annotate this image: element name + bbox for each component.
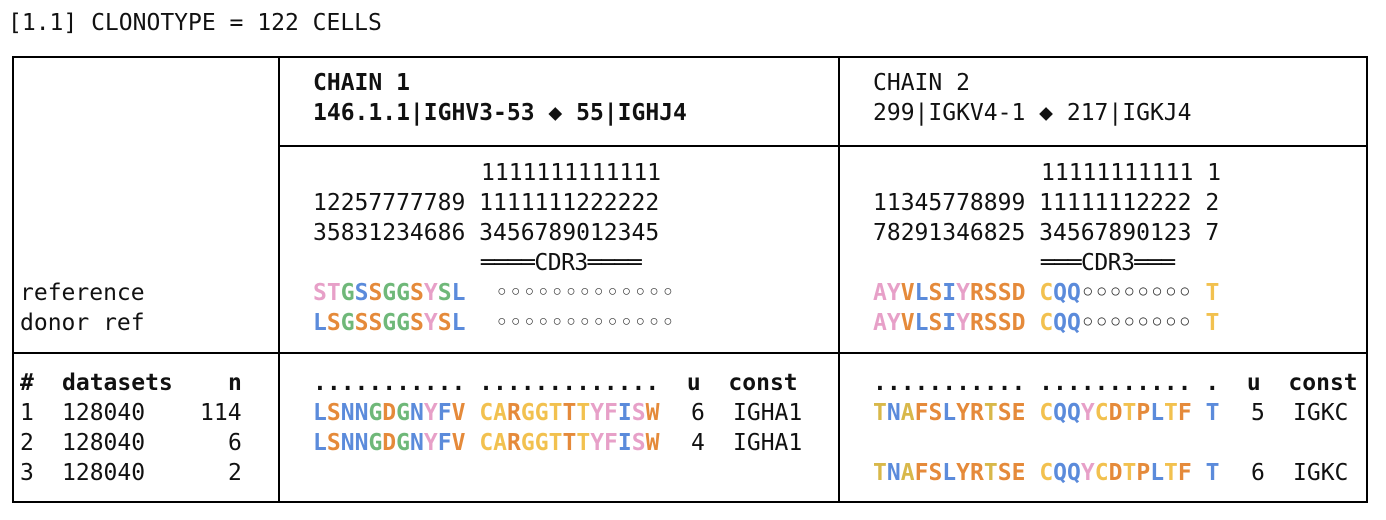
chain2-header: CHAIN 2 xyxy=(873,70,970,96)
col-header-datasets: datasets xyxy=(62,370,173,396)
chain2-row3-u: 6 xyxy=(1251,460,1265,486)
chain2-row1-u: 5 xyxy=(1251,400,1265,426)
chain1-cdr3-marker: ════CDR3════ xyxy=(481,250,642,276)
chain1-reference-seq: STGSSGGSYSL xyxy=(313,280,466,306)
chain2-cols-header: ........... ........... . u const xyxy=(873,370,1358,396)
clonotype-table xyxy=(12,56,1368,503)
column-divider-1 xyxy=(278,58,280,501)
chain1-donor-dots: ◦◦◦◦◦◦◦◦◦◦◦◦◦ xyxy=(481,310,675,336)
donor-ref-label: donor ref xyxy=(20,310,145,336)
col-header-n: n xyxy=(228,370,242,396)
row-dataset: 128040 xyxy=(62,430,146,456)
chain2-reference-seq: AYVLSIYRSSD CQQ◦◦◦◦◦◦◦◦ T xyxy=(873,280,1220,306)
row-num: 3 xyxy=(20,460,34,486)
chain1-pos-row-1: 1111111111111 xyxy=(481,160,662,186)
header-divider xyxy=(278,145,1366,147)
chain1-row2-u: 4 xyxy=(691,430,705,456)
chain2-pos-row-2: 11345778899 11111112222 2 xyxy=(873,190,1220,216)
chain2-row1-const: IGKC xyxy=(1293,400,1349,426)
chain1-reference-dots: ◦◦◦◦◦◦◦◦◦◦◦◦◦ xyxy=(481,280,675,306)
chain2-pos-row-1: 11111111111 1 xyxy=(1041,160,1222,186)
chain2-genes: 299|IGKV4-1 ◆ 217|IGKJ4 xyxy=(873,100,1192,126)
clonotype-title: [1.1] CLONOTYPE = 122 CELLS xyxy=(8,10,382,36)
chain2-pos-row-3: 78291346825 34567890123 7 xyxy=(873,220,1220,246)
row-n: 114 xyxy=(200,400,242,426)
chain1-pos-row-3: 35831234686 3456789012345 xyxy=(313,220,660,246)
row-n: 2 xyxy=(228,460,242,486)
row-n: 6 xyxy=(228,430,242,456)
column-divider-2 xyxy=(838,58,840,501)
reference-label: reference xyxy=(20,280,145,306)
chain1-donor-seq: LSGSSGGSYSL xyxy=(313,310,466,336)
col-header-hash: # xyxy=(20,370,34,396)
chain2-row3-seq: TNAFSLYRTSE CQQYCDTPLTF T xyxy=(873,460,1220,486)
chain1-row2-seq: LSNNGDGNYFV CARGGTTTYFISW xyxy=(313,430,660,456)
chain2-donor-seq: AYVLSIYRSSD CQQ◦◦◦◦◦◦◦◦ T xyxy=(873,310,1220,336)
chain1-row1-seq: LSNNGDGNYFV CARGGTTTYFISW xyxy=(313,400,660,426)
chain2-cdr3-marker: ═══CDR3═══ xyxy=(1041,250,1175,276)
chain1-row2-const: IGHA1 xyxy=(733,430,803,456)
chain1-pos-row-2: 12257777789 1111111222222 xyxy=(313,190,660,216)
chain2-row3-const: IGKC xyxy=(1293,460,1349,486)
chain1-genes: 146.1.1|IGHV3-53 ◆ 55|IGHJ4 xyxy=(313,100,687,126)
row-dataset: 128040 xyxy=(62,460,146,486)
body-divider xyxy=(14,352,1366,354)
chain1-row1-const: IGHA1 xyxy=(733,400,803,426)
chain1-row1-u: 6 xyxy=(691,400,705,426)
chain1-header: CHAIN 1 xyxy=(313,70,410,96)
chain2-row1-seq: TNAFSLYRTSE CQQYCDTPLTF T xyxy=(873,400,1220,426)
row-num: 1 xyxy=(20,400,34,426)
row-num: 2 xyxy=(20,430,34,456)
chain1-cols-header: ........... ............. u const xyxy=(313,370,798,396)
row-dataset: 128040 xyxy=(62,400,146,426)
